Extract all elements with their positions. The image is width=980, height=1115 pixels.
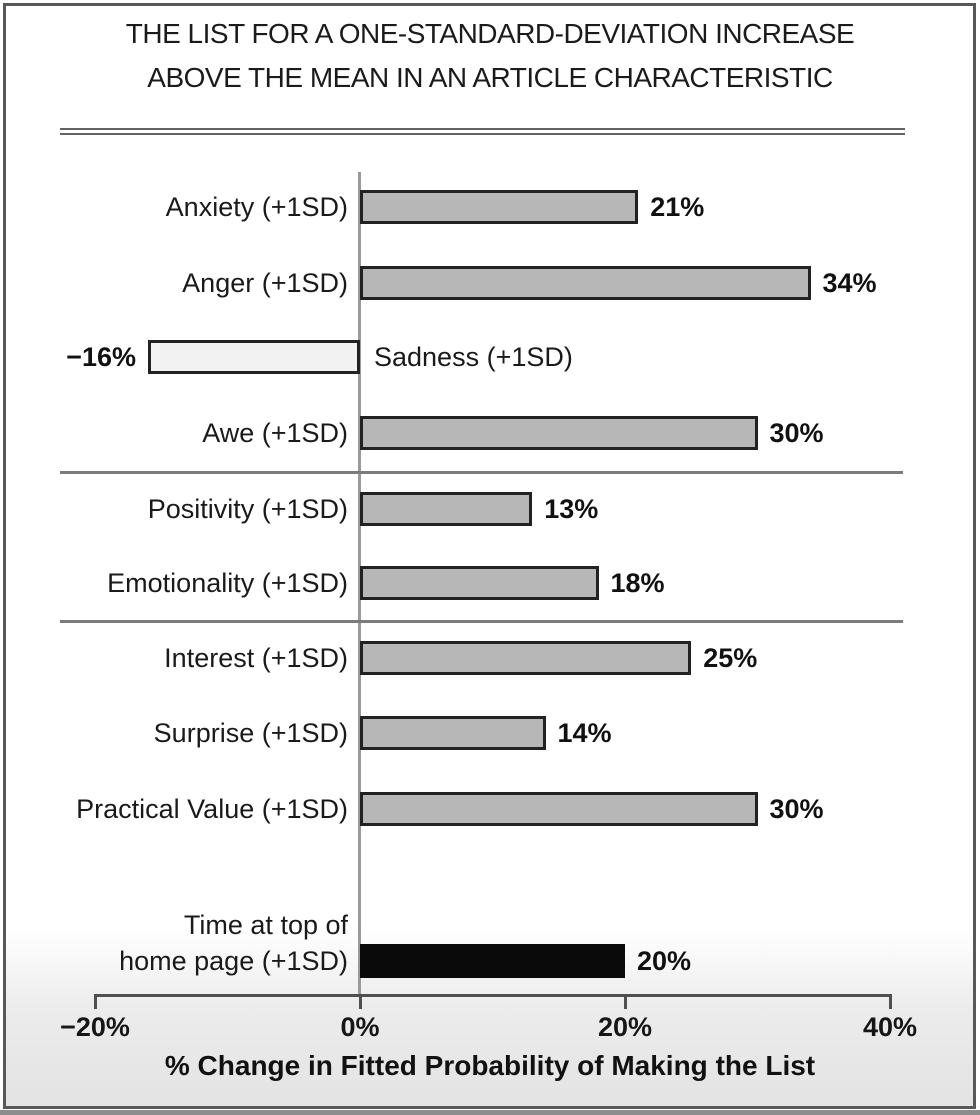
bar-anger-1sd: [360, 266, 811, 300]
value-label-awe-1sd: 30%: [769, 418, 824, 448]
group-separator: [60, 620, 903, 623]
title-double-rule: [60, 128, 905, 135]
bar-anxiety-1sd: [360, 190, 639, 224]
bar-time-at-top-of-home-page-1sd: [360, 944, 625, 978]
x-tick-20: [94, 994, 97, 1009]
bar-practical-value-1sd: [360, 792, 758, 826]
x-tick-label-0: 0%: [340, 1012, 380, 1042]
category-label-awe-1sd: Awe (+1SD): [202, 418, 348, 448]
x-tick-label-20: −20%: [60, 1012, 130, 1042]
category-label-anxiety-1sd: Anxiety (+1SD): [165, 192, 348, 222]
category-label-surprise-1sd: Surprise (+1SD): [153, 718, 348, 748]
chart-title-line1: THE LIST FOR A ONE-STANDARD-DEVIATION IN…: [125, 18, 855, 49]
chart-title: THE LIST FOR A ONE-STANDARD-DEVIATION IN…: [0, 12, 980, 100]
x-tick-label-20: 20%: [597, 1012, 653, 1042]
group-separator: [60, 471, 903, 474]
value-label-practical-value-1sd: 30%: [769, 794, 824, 824]
x-tick-0: [359, 994, 362, 1009]
value-label-interest-1sd: 25%: [703, 643, 758, 673]
value-label-emotionality-1sd: 18%: [610, 568, 665, 598]
value-label-time-at-top-of-home-page-1sd: 20%: [637, 946, 692, 976]
x-axis-title: % Change in Fitted Probability of Making…: [164, 1050, 816, 1081]
category-label-practical-value-1sd: Practical Value (+1SD): [76, 794, 348, 824]
x-tick-label-40: 40%: [862, 1012, 918, 1042]
category-label-anger-1sd: Anger (+1SD): [182, 268, 348, 298]
value-label-positivity-1sd: 13%: [544, 494, 599, 524]
bar-positivity-1sd: [360, 492, 533, 526]
x-axis-line: [95, 994, 890, 997]
value-label-anger-1sd: 34%: [822, 268, 877, 298]
bottom-edge-strip: [0, 1110, 980, 1115]
category-label-positivity-1sd: Positivity (+1SD): [147, 494, 348, 524]
category-label-time-at-top-of-home-page-1sd: Time at top of home page (+1SD): [119, 910, 348, 976]
category-label-interest-1sd: Interest (+1SD): [164, 643, 348, 673]
bar-sadness-1sd: [148, 340, 360, 374]
value-label-anxiety-1sd: 21%: [650, 192, 705, 222]
bar-interest-1sd: [360, 641, 692, 675]
bar-awe-1sd: [360, 416, 758, 450]
x-tick-20: [624, 994, 627, 1009]
x-tick-40: [889, 994, 892, 1009]
bar-emotionality-1sd: [360, 566, 599, 600]
category-label-emotionality-1sd: Emotionality (+1SD): [107, 568, 348, 598]
category-label-sadness-1sd: Sadness (+1SD): [374, 342, 573, 372]
value-label-surprise-1sd: 14%: [557, 718, 612, 748]
zero-axis-line: [358, 172, 361, 994]
bar-surprise-1sd: [360, 716, 546, 750]
figure-frame: [3, 3, 976, 1109]
value-label-sadness-1sd: −16%: [66, 342, 136, 372]
chart-title-line2: ABOVE THE MEAN IN AN ARTICLE CHARACTERIS…: [147, 62, 833, 93]
